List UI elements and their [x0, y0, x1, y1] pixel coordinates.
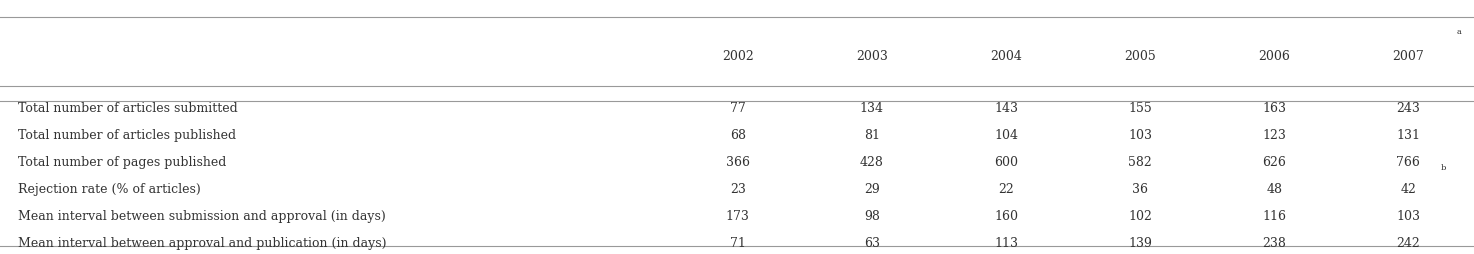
Text: 103: 103: [1128, 129, 1153, 141]
Text: 582: 582: [1128, 155, 1153, 168]
Text: 68: 68: [730, 129, 746, 141]
Text: Rejection rate (% of articles): Rejection rate (% of articles): [18, 182, 200, 195]
Text: 143: 143: [993, 102, 1019, 114]
Text: 366: 366: [725, 155, 750, 168]
Text: 160: 160: [993, 209, 1019, 222]
Text: 48: 48: [1266, 182, 1282, 195]
Text: Mean interval between approval and publication (in days): Mean interval between approval and publi…: [18, 236, 386, 249]
Text: 134: 134: [859, 102, 884, 114]
Text: Mean interval between submission and approval (in days): Mean interval between submission and app…: [18, 209, 385, 222]
Text: 163: 163: [1262, 102, 1287, 114]
Text: 2005: 2005: [1125, 50, 1156, 62]
Text: 173: 173: [725, 209, 750, 222]
Text: 29: 29: [864, 182, 880, 195]
Text: 155: 155: [1128, 102, 1153, 114]
Text: 81: 81: [864, 129, 880, 141]
Text: 42: 42: [1400, 182, 1417, 195]
Text: Total number of articles published: Total number of articles published: [18, 129, 236, 141]
Text: 22: 22: [998, 182, 1014, 195]
Text: 102: 102: [1128, 209, 1153, 222]
Text: 63: 63: [864, 236, 880, 249]
Text: 242: 242: [1396, 236, 1421, 249]
Text: 2007: 2007: [1393, 50, 1424, 62]
Text: 2003: 2003: [856, 50, 887, 62]
Text: 104: 104: [993, 129, 1019, 141]
Text: 428: 428: [859, 155, 884, 168]
Text: Total number of articles submitted: Total number of articles submitted: [18, 102, 237, 114]
Text: 23: 23: [730, 182, 746, 195]
Text: 243: 243: [1396, 102, 1421, 114]
Text: 626: 626: [1262, 155, 1287, 168]
Text: 2004: 2004: [991, 50, 1021, 62]
Text: 98: 98: [864, 209, 880, 222]
Text: 2006: 2006: [1259, 50, 1290, 62]
Text: 600: 600: [993, 155, 1019, 168]
Text: 103: 103: [1396, 209, 1421, 222]
Text: 131: 131: [1396, 129, 1421, 141]
Text: 113: 113: [993, 236, 1019, 249]
Text: 77: 77: [730, 102, 746, 114]
Text: 238: 238: [1262, 236, 1287, 249]
Text: 123: 123: [1262, 129, 1287, 141]
Text: a: a: [1456, 28, 1462, 36]
Text: 36: 36: [1132, 182, 1148, 195]
Text: 139: 139: [1128, 236, 1153, 249]
Text: 2002: 2002: [722, 50, 753, 62]
Text: 71: 71: [730, 236, 746, 249]
Text: 116: 116: [1262, 209, 1287, 222]
Text: Total number of pages published: Total number of pages published: [18, 155, 226, 168]
Text: 766: 766: [1396, 155, 1421, 168]
Text: b: b: [1440, 163, 1446, 171]
